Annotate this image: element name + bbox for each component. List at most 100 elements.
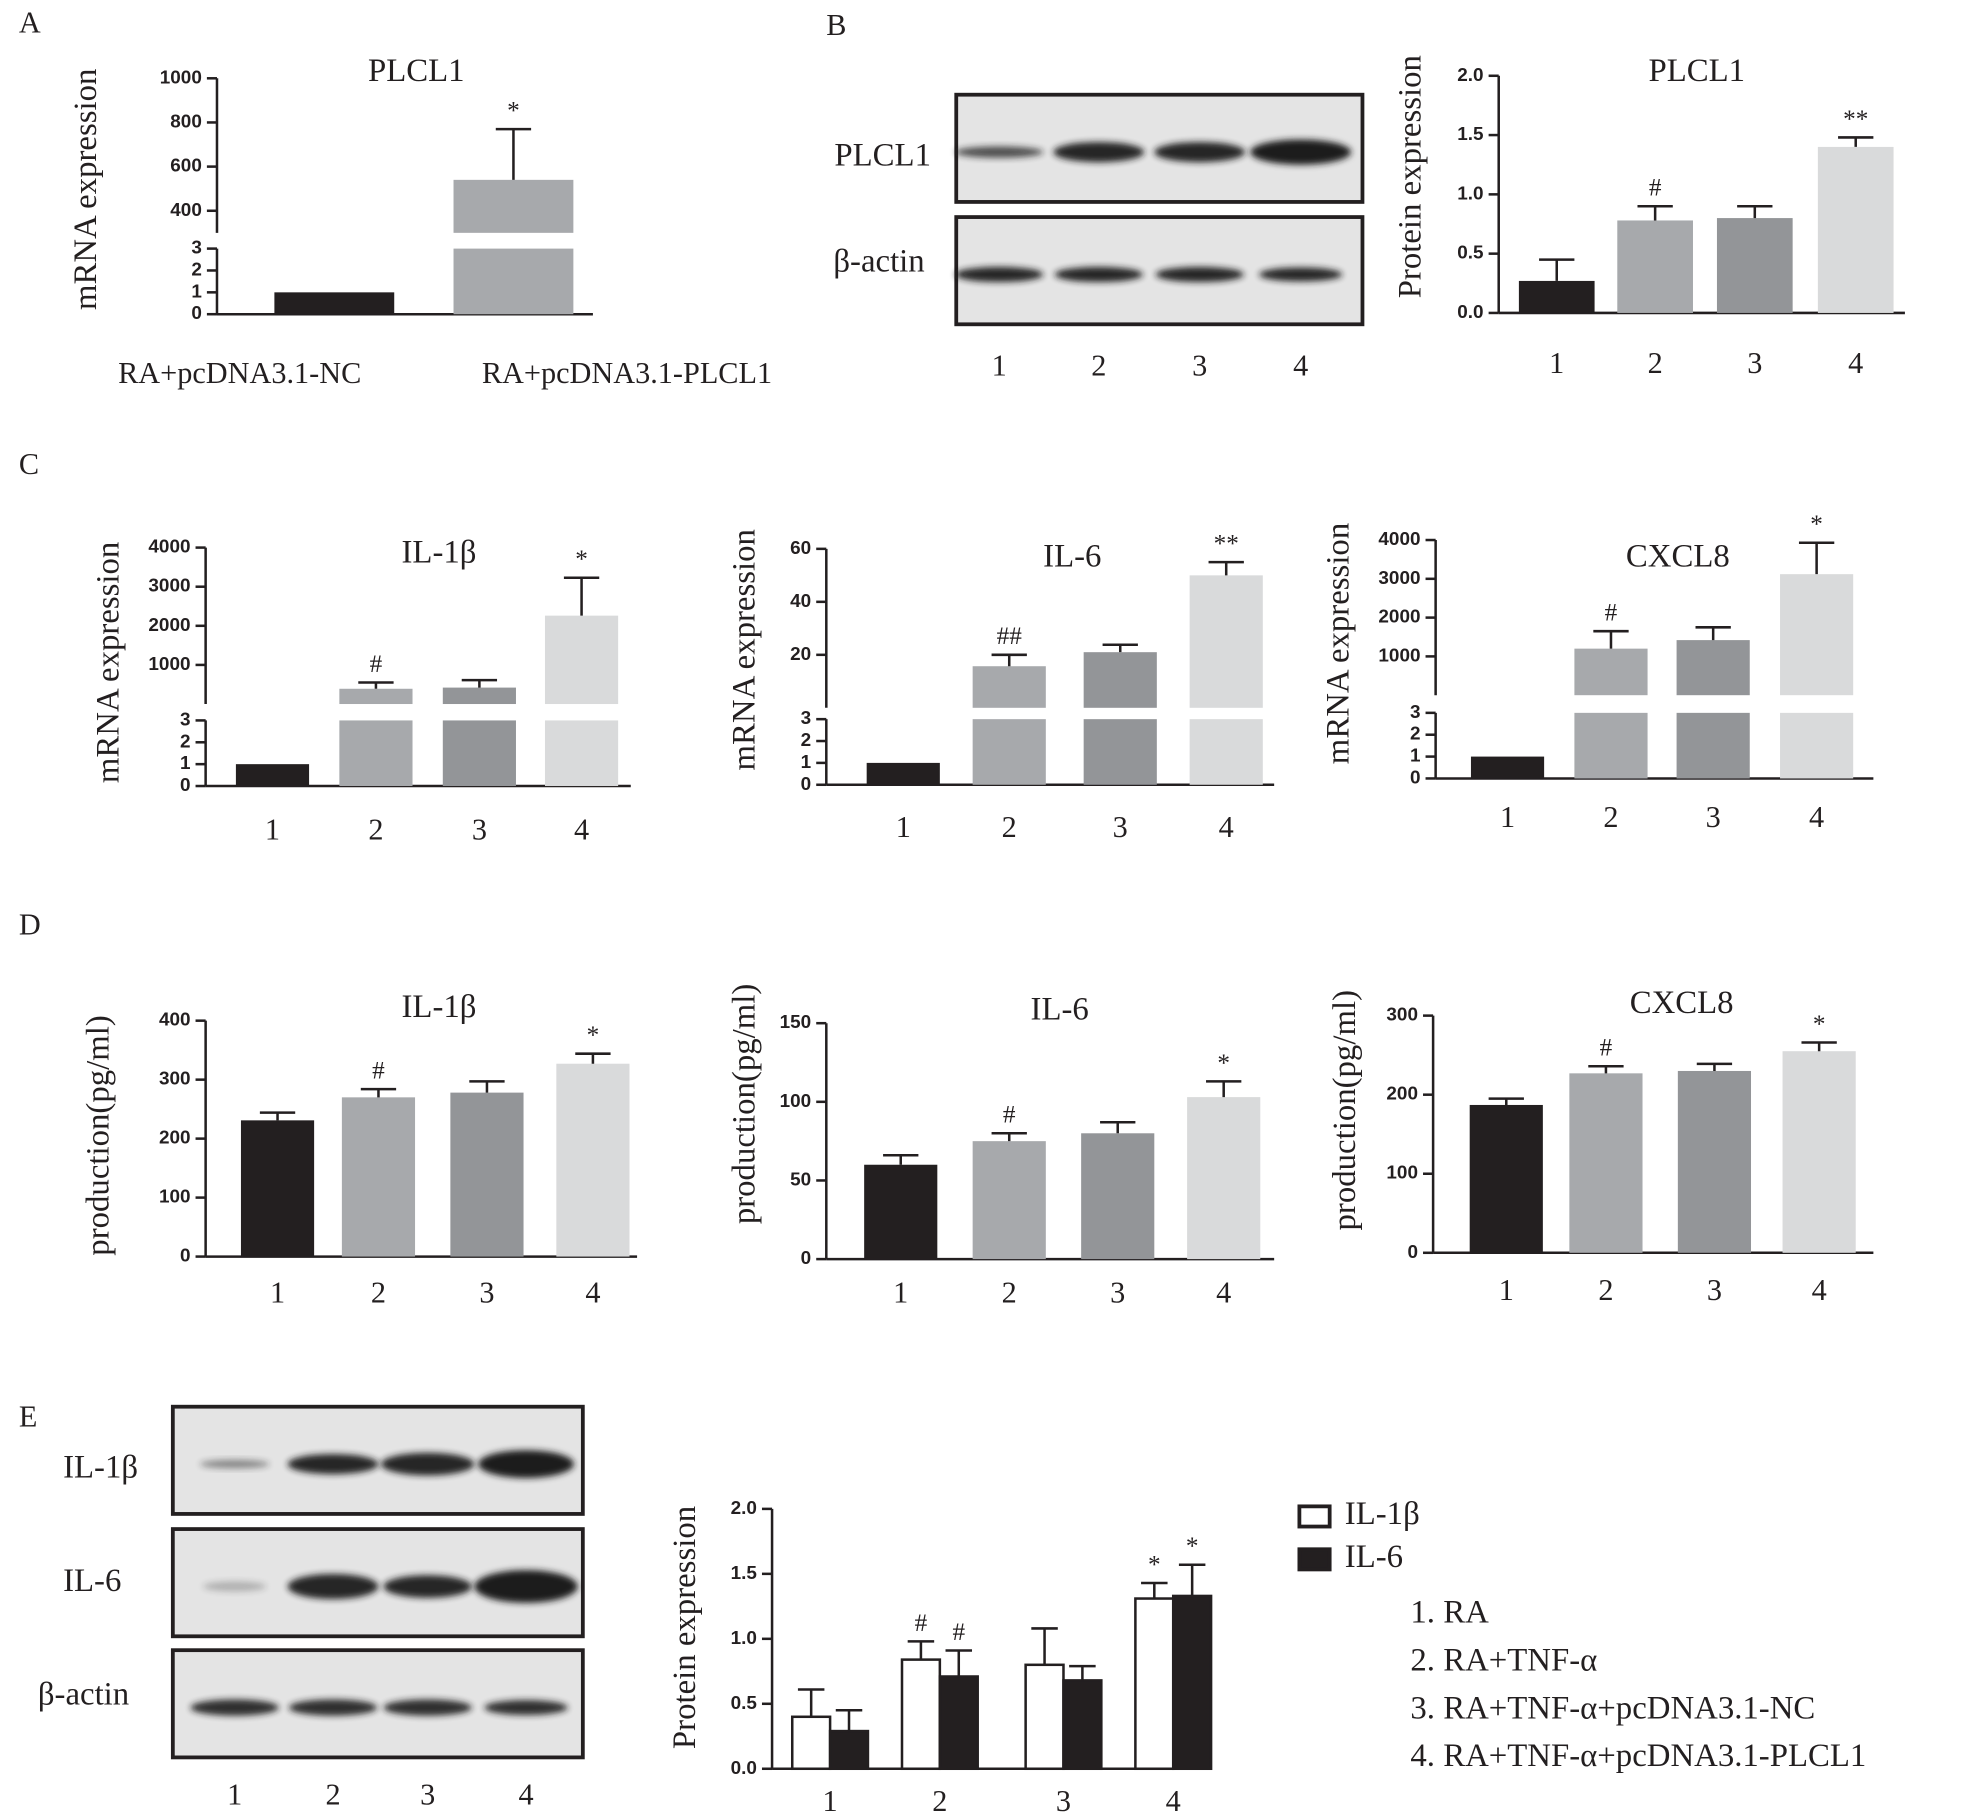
significance-label: # [1003,1102,1016,1129]
x-tick-label: 3 [479,1276,494,1310]
y-tick-label: 1000 [1378,645,1420,666]
y-tick-label: 3 [1410,702,1421,723]
error-bar [907,1640,935,1660]
y-tick-label: 400 [159,1010,191,1031]
blot-band [203,1581,267,1592]
blot-band [484,1700,568,1716]
y-tick-label: 0 [180,1246,191,1267]
error-bar [358,681,394,689]
blot-band [1250,139,1352,165]
y-axis-label: mRNA expression [91,542,127,783]
y-tick-label: 300 [1386,1005,1418,1026]
error-bar [945,1649,973,1677]
error-bar [991,653,1027,667]
y-tick-label: 1.5 [731,1563,757,1584]
significance-label: * [575,546,588,573]
error-bar [1593,629,1629,649]
error-bar [797,1688,825,1717]
y-tick-label: 0 [191,303,202,324]
lane-label: 4 [518,1778,533,1812]
x-tick-label: 3 [1706,800,1721,834]
lane-label: 3 [420,1778,435,1812]
bar [866,762,940,785]
bar [864,1164,938,1260]
y-tick-label: 2000 [148,615,190,636]
y-axis-label: Protein expression [667,1506,703,1749]
x-tick-label: RA+pcDNA3.1-NC [118,356,361,390]
blot-band [287,1454,379,1475]
y-tick-label: 0.5 [1457,243,1483,264]
blot-row-label: IL-1β [63,1449,138,1485]
x-tick-label: 2 [1598,1273,1613,1307]
chart-title: CXCL8 [1626,538,1730,574]
blot-row-label: PLCL1 [834,137,931,173]
significance-label: * [587,1022,600,1049]
y-tick-label: 0 [801,1248,812,1269]
x-tick-label: 1 [896,810,911,844]
y-tick-label: 3000 [148,576,190,597]
blot-band [1054,266,1143,283]
error-bar [1695,626,1731,641]
x-tick-label: 1 [893,1276,908,1310]
lane-label: 1 [992,348,1007,382]
x-tick-label: 2 [1002,1276,1017,1310]
x-tick-label: 2 [368,813,383,847]
y-tick-label: 0.0 [1457,302,1483,323]
bar [972,1141,1046,1260]
chart-title: IL-6 [1031,991,1089,1027]
group-key: 1. RA [1410,1594,1489,1630]
bar [544,615,619,705]
error-bar [991,1132,1027,1142]
y-tick-label: 100 [159,1187,191,1208]
y-tick-label: 800 [170,111,202,132]
error-bar [1031,1627,1058,1665]
x-tick-label: 2 [932,1784,947,1813]
panel-label: C [19,447,39,481]
error-bar [1102,643,1138,653]
x-tick-label: 2 [371,1276,386,1310]
error-bar [1206,1080,1242,1098]
error-bar [1696,1062,1733,1071]
x-tick-label: 4 [1809,800,1824,834]
blot-row-label: IL-6 [63,1563,121,1599]
y-axis-label: Protein expression [1392,55,1428,298]
chart-title: PLCL1 [368,53,465,89]
bar [1677,1070,1752,1253]
y-tick-label: 2 [180,731,191,752]
bar [972,719,1046,785]
bar [1024,1663,1065,1771]
y-tick-label: 200 [159,1128,191,1149]
y-tick-label: 1 [801,752,812,773]
x-tick-label: 1 [265,813,280,847]
significance-label: ** [1843,106,1868,133]
x-tick-label: 1 [1549,346,1564,380]
x-tick-label: 4 [1219,810,1234,844]
x-tick-label: 3 [1113,810,1128,844]
error-bar [495,127,532,180]
bar [1470,756,1545,779]
bar [235,764,310,787]
y-tick-label: 3 [191,238,202,259]
y-tick-label: 4000 [148,537,190,558]
bar [1716,218,1793,313]
x-tick-label: RA+pcDNA3.1-PLCL1 [482,356,772,390]
x-tick-label: 3 [1056,1784,1071,1813]
y-tick-label: 0 [1407,1242,1418,1263]
bar [972,666,1046,708]
x-tick-label: 1 [1499,1273,1514,1307]
bar [339,688,413,705]
x-tick-label: 3 [1747,346,1762,380]
y-tick-label: 600 [170,156,202,177]
bar [240,1120,315,1257]
x-tick-label: 1 [823,1784,838,1813]
legend-label: IL-6 [1345,1539,1403,1575]
chart-title: IL-1β [402,535,477,571]
y-tick-label: 100 [780,1091,812,1112]
bar [442,720,516,787]
y-tick-label: 1 [1410,746,1421,767]
bar [1189,575,1263,708]
significance-label: # [372,1057,385,1084]
y-axis-label: mRNA expression [726,529,762,770]
bar [1782,1051,1856,1253]
